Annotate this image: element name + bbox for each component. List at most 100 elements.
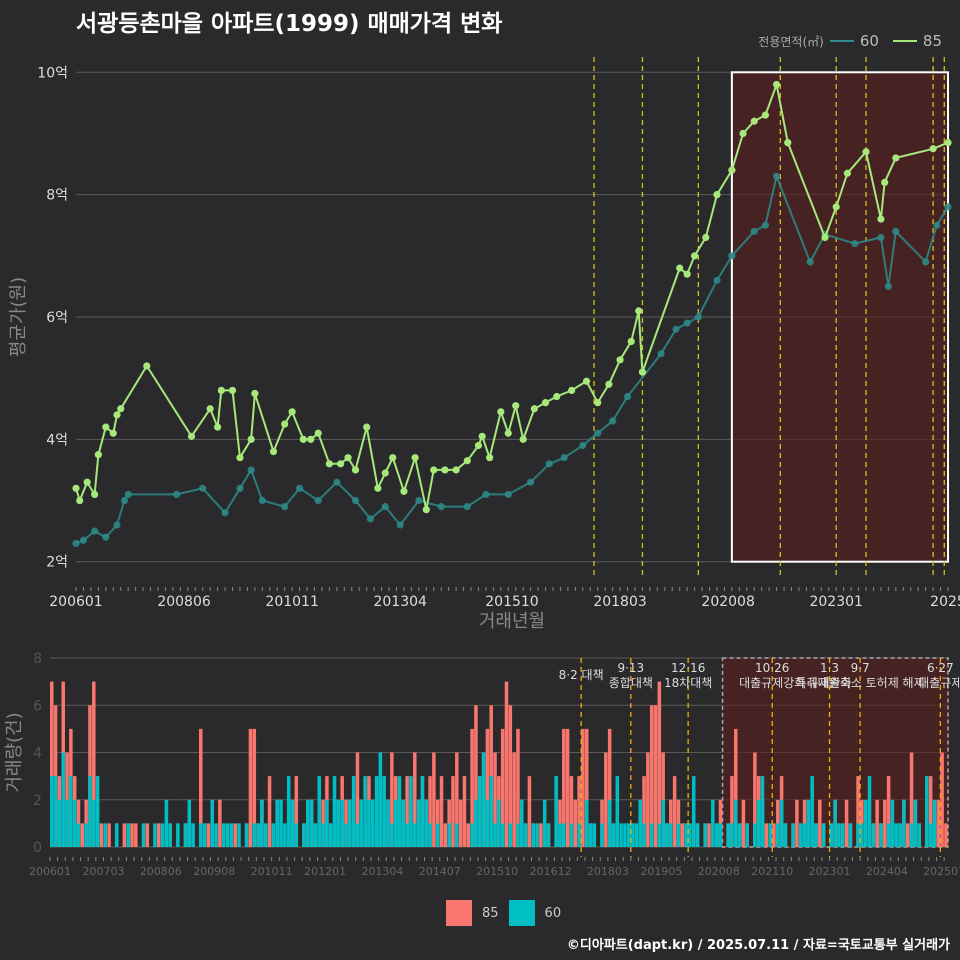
volume-bar: [863, 823, 868, 847]
volume-bar: [61, 752, 65, 847]
data-point-85: [187, 432, 196, 440]
volume-bar: [890, 823, 895, 847]
volume-bar: [202, 823, 207, 847]
volume-bar: [718, 823, 723, 847]
data-point-85: [772, 80, 781, 89]
volume-bar: [875, 799, 879, 847]
volume-bar: [649, 705, 654, 847]
data-point-85: [452, 466, 460, 474]
volume-bar: [665, 823, 669, 847]
volume-bar: [642, 823, 646, 847]
x-tick-label: 201803: [593, 594, 646, 610]
data-point-85: [422, 506, 430, 514]
y-tick-label: 2: [33, 793, 42, 809]
data-point-85: [497, 408, 505, 416]
volume-bar: [940, 752, 944, 847]
volume-bar: [191, 823, 195, 847]
data-point-85: [288, 408, 296, 416]
data-point-60: [351, 496, 360, 505]
volume-bar: [130, 823, 134, 847]
volume-bar: [737, 823, 742, 847]
data-point-85: [281, 420, 289, 428]
data-point-85: [877, 215, 885, 223]
volume-bar: [753, 752, 757, 847]
data-point-85: [363, 423, 371, 431]
data-point-85: [206, 405, 214, 413]
volume-bar: [607, 799, 612, 847]
volume-bar: [470, 728, 474, 847]
volume-bar: [680, 823, 685, 847]
volume-bar: [248, 728, 253, 847]
volume-bar: [905, 823, 910, 847]
volume-bar: [50, 776, 54, 847]
y-tick-label: 6: [33, 698, 42, 714]
volume-bar: [676, 823, 681, 847]
volume-bar: [244, 823, 249, 847]
data-point-60: [545, 460, 553, 468]
price-line-chart: 2억 4억 6억 8억 10억 200601 200806 201011 201304 20151…: [8, 57, 960, 632]
volume-bar: [470, 823, 474, 847]
volume-bar: [791, 823, 795, 847]
volume-bar: [539, 823, 543, 847]
data-point-85: [530, 405, 538, 413]
data-point-85: [761, 111, 770, 119]
volume-bar: [252, 823, 257, 847]
y-tick-label: 4억: [46, 432, 68, 448]
volume-bar: [447, 823, 451, 847]
policy-annotation: 6·27: [927, 661, 954, 675]
policy-annotation: 9·7: [851, 661, 870, 675]
x-tick-label: 200806: [140, 865, 182, 878]
volume-bar: [435, 823, 440, 847]
volume-bar: [374, 776, 379, 847]
data-point-85: [638, 368, 647, 376]
volume-bar: [359, 799, 364, 847]
volume-bar: [562, 728, 566, 847]
volume-bar: [485, 728, 490, 847]
volume-bar: [531, 823, 535, 847]
data-point-85: [568, 386, 576, 395]
data-point-60: [124, 490, 132, 499]
volume-bar: [497, 799, 501, 847]
data-point-85: [635, 307, 643, 315]
x-tick-label: 201011: [265, 594, 318, 610]
volume-bar: [669, 823, 673, 847]
y-tick-label: 0: [33, 840, 42, 856]
data-point-85: [690, 252, 699, 260]
volume-bar: [795, 799, 799, 847]
volume-bar: [199, 728, 203, 847]
volume-bar: [806, 823, 811, 847]
volume-bar: [134, 823, 138, 847]
data-point-60: [258, 496, 266, 505]
data-point-85: [389, 454, 397, 462]
data-point-85: [702, 233, 710, 242]
data-point-85: [881, 178, 889, 187]
data-point-85: [109, 429, 117, 437]
volume-bar: [489, 776, 493, 847]
volume-bar: [810, 776, 814, 847]
volume-bar: [325, 799, 329, 847]
volume-bar: [302, 823, 306, 847]
data-point-60: [173, 490, 181, 499]
volume-bar: [883, 799, 887, 847]
volume-bar: [53, 776, 58, 847]
volume-bar: [726, 823, 730, 847]
data-point-85: [627, 337, 635, 346]
volume-bar: [619, 823, 623, 847]
data-point-85: [91, 490, 99, 499]
volume-bar: [485, 799, 490, 847]
x-tick-label: 200908: [193, 865, 235, 878]
legend-box-60: [508, 900, 535, 926]
volume-bar: [481, 752, 486, 847]
data-point-60: [381, 503, 389, 511]
volume-bar: [210, 799, 215, 847]
volume-bar: [218, 799, 222, 847]
volume-bar: [76, 823, 81, 847]
data-point-60: [72, 539, 80, 547]
volume-bar: [802, 823, 807, 847]
volume-bar: [630, 823, 635, 847]
legend-bottom-label-85: 85: [482, 905, 499, 921]
data-point-60: [113, 521, 121, 529]
volume-bar: [772, 823, 776, 847]
data-point-85: [299, 435, 307, 443]
volume-bar: [584, 799, 589, 847]
